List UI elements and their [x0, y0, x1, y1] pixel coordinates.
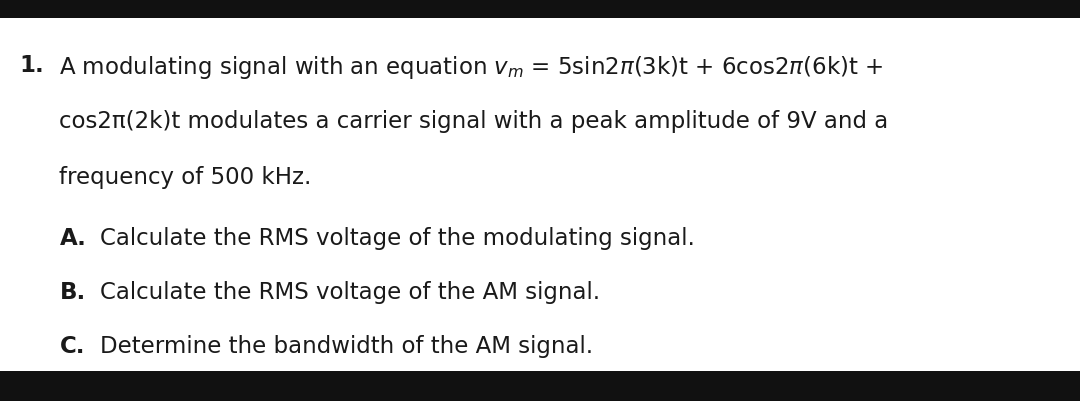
Text: frequency of 500 kHz.: frequency of 500 kHz. [59, 166, 312, 189]
Text: B.: B. [59, 281, 85, 304]
Text: A modulating signal with an equation $v_m$ = 5sin2$\pi$(3k)t + 6cos2$\pi$(6k)t +: A modulating signal with an equation $v_… [59, 54, 883, 81]
Text: Determine the bandwidth of the AM signal.: Determine the bandwidth of the AM signal… [100, 335, 594, 358]
Text: Draw the frequency spectrum of the AM signal.  Label completely.: Draw the frequency spectrum of the AM si… [100, 389, 856, 401]
Text: Calculate the RMS voltage of the modulating signal.: Calculate the RMS voltage of the modulat… [100, 227, 696, 249]
Text: cos2π(2k)t modulates a carrier signal with a peak amplitude of 9V and a: cos2π(2k)t modulates a carrier signal wi… [59, 110, 889, 133]
Text: D.: D. [59, 389, 87, 401]
Text: C.: C. [59, 335, 85, 358]
Text: A.: A. [59, 227, 86, 249]
Text: Calculate the RMS voltage of the AM signal.: Calculate the RMS voltage of the AM sign… [100, 281, 600, 304]
Text: 1.: 1. [19, 54, 44, 77]
